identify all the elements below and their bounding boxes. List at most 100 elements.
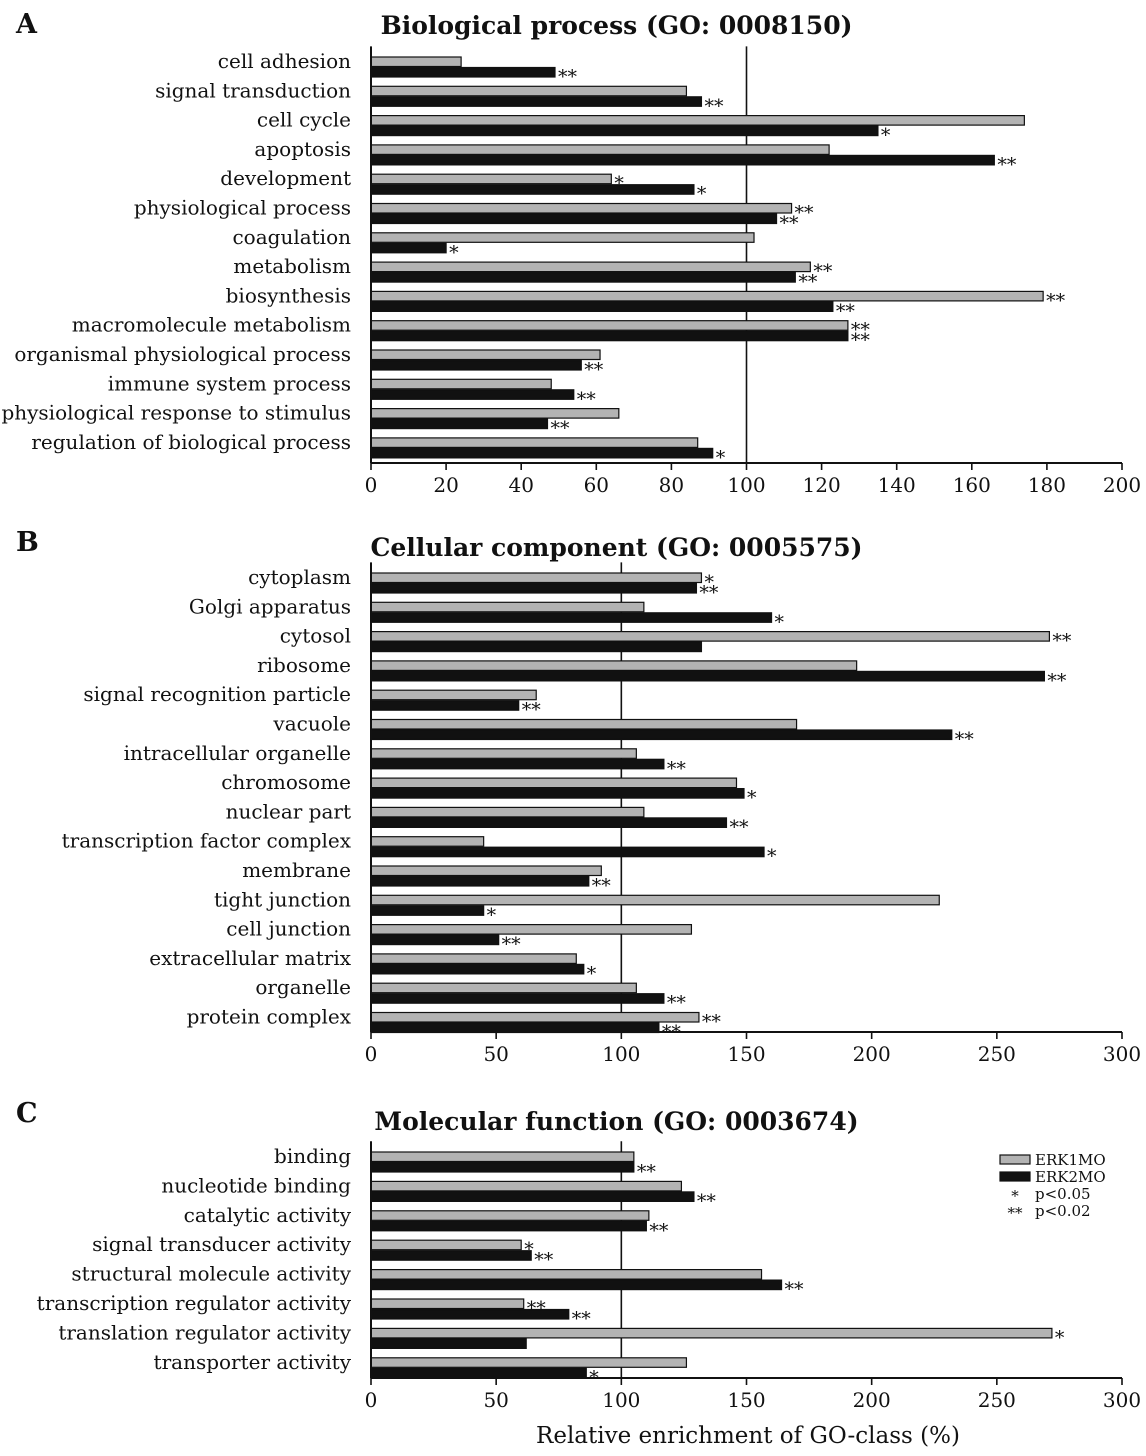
significance-marker: ** [704,95,724,117]
bar-erk1mo [370,173,612,185]
x-tick-label: 200 [853,1388,891,1412]
category-label: physiological response to stimulus [1,401,351,425]
significance-marker: ** [558,66,578,88]
category-label: transcription factor complex [62,829,352,853]
panel-letter: B [16,527,39,558]
bar-erk1mo [370,601,645,613]
bar-erk1mo [370,56,462,68]
x-tick-label: 200 [853,1042,891,1066]
x-tick-label: 150 [727,1388,765,1412]
bar-erk1mo [370,320,849,331]
bar-erk2mo [370,1191,695,1203]
bar-erk2mo [370,301,834,312]
significance-marker: ** [534,1249,554,1271]
significance-marker: ** [637,1161,657,1183]
significance-marker: ** [502,934,522,956]
x-tick-label: 200 [1103,473,1141,497]
category-label: ribosome [257,653,351,677]
panel-letter: C [16,1098,38,1129]
legend-swatch [999,1154,1031,1165]
bar-erk1mo [370,836,485,847]
category-label: chromosome [221,770,351,794]
significance-marker: ** [813,261,833,283]
bar-erk1mo [370,689,537,701]
significance-marker: ** [836,300,856,322]
bar-erk1mo [370,85,688,97]
bar-erk1mo [370,982,637,994]
bar-erk2mo [370,1250,532,1261]
significance-marker: ** [667,758,687,780]
panel-c: C Molecular function (GO: 0003674) binding… [16,1098,1141,1412]
significance-marker: ** [572,1308,592,1330]
category-label: immune system process [108,371,351,395]
category-label: cytosol [280,624,351,648]
category-label: catalytic activity [184,1203,352,1227]
bar-erk1mo [370,718,798,730]
significance-marker: * [747,787,757,809]
category-label: translation regulator activity [58,1320,351,1344]
bar-erk1mo [370,378,552,390]
significance-marker: ** [785,1279,805,1301]
bar-erk1mo [370,894,940,906]
bar-erk1mo [370,144,830,155]
x-tick-label: 100 [602,1388,640,1412]
significance-marker: * [881,125,891,147]
legend-sig-symbol: ** [1008,1204,1024,1222]
legend-sig-label: p<0.05 [1035,1185,1091,1203]
significance-marker: ** [584,359,604,381]
category-label: metabolism [233,254,351,278]
significance-marker: * [587,963,597,985]
bar-erk1mo [370,261,811,273]
bar-erk2mo [370,418,549,430]
category-label: organismal physiological process [14,342,351,366]
bar-erk2mo [370,213,778,225]
legend-label: ERK1MO [1035,1151,1106,1169]
significance-marker: ** [649,1220,669,1242]
legend-label: ERK2MO [1035,1168,1106,1186]
bar-erk2mo [370,612,773,623]
x-tick-label: 40 [508,473,533,497]
bar-erk2mo [370,1279,783,1291]
significance-marker: ** [1046,290,1066,312]
x-tick-label: 120 [803,473,841,497]
bar-erk1mo [370,1298,525,1310]
legend-sig-label: p<0.02 [1035,1202,1091,1220]
bar-erk1mo [370,865,602,877]
category-label: extracellular matrix [149,946,351,970]
category-label: structural molecule activity [71,1262,351,1286]
bar-erk2mo [370,963,585,975]
category-label: nucleotide binding [161,1173,351,1197]
bar-erk2mo [370,242,447,254]
category-label: biosynthesis [226,283,351,307]
significance-marker: ** [699,582,719,604]
significance-marker: ** [577,388,597,410]
significance-marker: ** [851,330,871,352]
x-tick-label: 300 [1103,1388,1141,1412]
x-tick-label: 20 [433,473,458,497]
bar-erk1mo [370,748,637,759]
bar-erk2mo [370,184,695,195]
significance-marker: * [524,1239,534,1261]
bar-erk1mo [370,1011,700,1023]
panel-title: Molecular function (GO: 0003674) [374,1107,858,1136]
bar-erk2mo [370,758,665,770]
significance-marker: * [487,904,497,926]
bar-erk1mo [370,202,793,214]
bar-erk2mo [370,641,703,653]
bar-erk1mo [370,777,738,789]
category-label: cytoplasm [248,565,351,589]
bar-erk2mo [370,700,520,711]
x-tick-label: 160 [953,473,991,497]
bar-erk1mo [370,1210,650,1221]
significance-marker: ** [592,875,612,897]
category-label: apoptosis [254,137,351,161]
significance-marker: ** [795,202,815,224]
bar-erk1mo [370,1327,1053,1339]
category-label: transcription regulator activity [37,1291,352,1315]
x-tick-label: 50 [483,1388,508,1412]
bar-erk2mo [370,1367,587,1379]
category-label: development [220,166,351,190]
panel-a: A Biological process (GO: 0008150) cell ad… [1,9,1141,497]
